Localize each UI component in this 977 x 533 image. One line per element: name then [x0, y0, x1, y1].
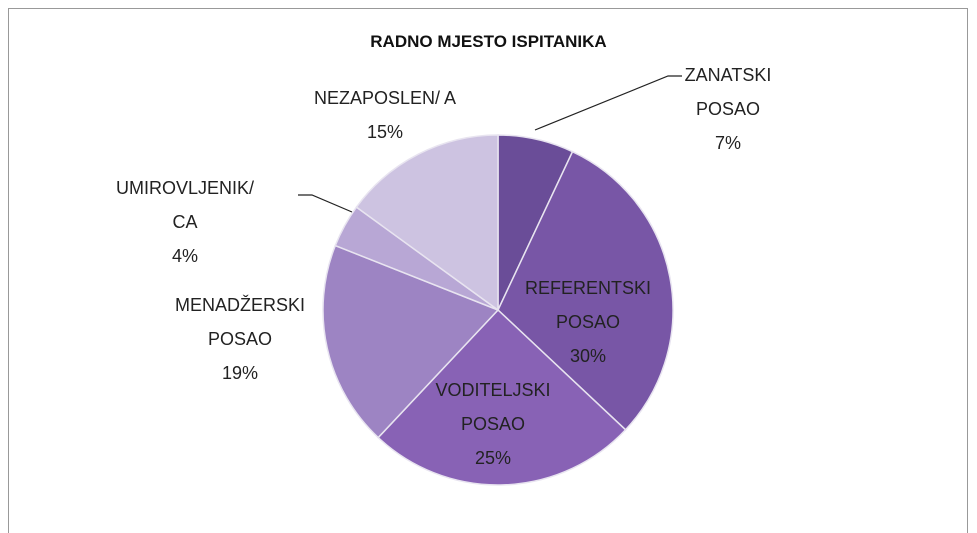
category-label: NEZAPOSLEN/ A: [313, 88, 457, 108]
value-label: 30%: [569, 346, 607, 366]
value-label: 4%: [171, 246, 198, 266]
category-label: UMIROVLJENIK/ CA: [115, 178, 255, 232]
category-label: ZANATSKI POSAO: [684, 65, 772, 119]
pie: [322, 134, 674, 486]
pie-slice: [322, 244, 500, 439]
data-label: REFERENTSKI POSAO 30%: [508, 271, 668, 373]
leader-line: [298, 194, 353, 213]
value-label: 15%: [366, 122, 404, 142]
leader-line: [534, 75, 682, 131]
data-label: UMIROVLJENIK/ CA 4%: [115, 171, 255, 273]
pie-slice: [355, 134, 499, 312]
category-label: REFERENTSKI POSAO: [524, 278, 652, 332]
data-label: NEZAPOSLEN/ A 15%: [260, 81, 510, 149]
pie-slice: [497, 150, 674, 431]
data-label: MENADŽERSKI POSAO 19%: [168, 288, 312, 390]
chart-title: RADNO MJESTO ISPITANIKA: [370, 32, 607, 51]
data-label: ZANATSKI POSAO 7%: [668, 58, 788, 160]
category-label: VODITELJSKI POSAO: [435, 380, 551, 434]
category-label: MENADŽERSKI POSAO: [174, 295, 306, 349]
value-label: 25%: [474, 448, 512, 468]
value-label: 19%: [221, 363, 259, 383]
data-label: VODITELJSKI POSAO 25%: [413, 373, 573, 475]
value-label: 7%: [714, 133, 741, 153]
pie-slice: [377, 308, 627, 486]
